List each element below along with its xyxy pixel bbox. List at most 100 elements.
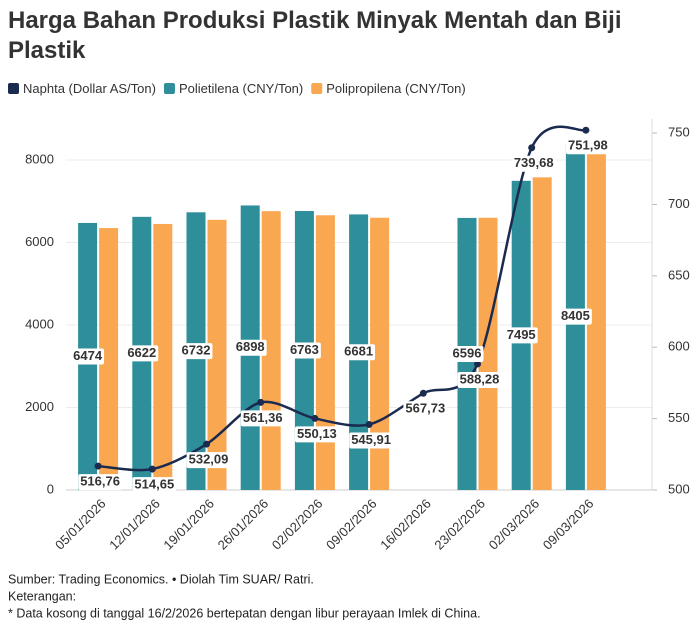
bar-value-label-bg — [504, 327, 538, 344]
legend-swatch — [163, 83, 175, 94]
x-tick-label: 09/02/2026 — [323, 496, 380, 553]
line-value-label-bg — [511, 155, 556, 172]
bar — [207, 219, 227, 490]
x-tick-label: 23/02/2026 — [431, 496, 488, 553]
line-point — [257, 398, 265, 406]
line-value-label: 567,73 — [405, 401, 445, 416]
bar-value-label-bg — [179, 343, 213, 360]
line-value-label-group: 550,13 — [295, 426, 339, 443]
bar-value-label-bg — [558, 308, 592, 325]
x-tick-label: 16/02/2026 — [377, 496, 434, 553]
line-point — [474, 360, 481, 368]
bar-value-label-bg — [233, 339, 267, 356]
line-value-label: 545,91 — [351, 432, 391, 447]
bar-value-label: 6622 — [127, 345, 156, 360]
bar-value-label-bg — [342, 344, 376, 361]
line-value-label-group: 567,73 — [403, 401, 448, 418]
bar — [586, 145, 606, 490]
line-value-label: 532,09 — [189, 452, 229, 467]
chart-title: Harga Bahan Produksi Plastik Minyak Ment… — [8, 7, 622, 64]
x-tick-label: 09/03/2026 — [540, 496, 597, 553]
bar-value-label-bg — [287, 342, 321, 359]
legend-label: Polipropilena (CNY/Ton) — [326, 81, 465, 96]
y2-tick-label: 700 — [668, 196, 690, 211]
line-value-label-bg — [78, 474, 122, 491]
bar-value-label-bg — [125, 345, 159, 362]
x-tick-label: 05/01/2026 — [52, 496, 109, 553]
line-value-label: 516,76 — [80, 474, 120, 489]
bar-value-label: 6898 — [236, 339, 265, 354]
line-value-label: 550,13 — [297, 426, 337, 441]
y2-tick-label: 600 — [668, 339, 690, 354]
legend-swatch — [311, 83, 323, 94]
bar-value-label: 6596 — [453, 345, 482, 360]
line-value-label-bg — [349, 432, 393, 449]
line-value-label-group: 561,36 — [240, 410, 285, 427]
bar-value-label: 6681 — [344, 344, 373, 359]
x-tick-label: 02/02/2026 — [269, 496, 326, 553]
bar-value-label-group: 8405 — [558, 308, 592, 325]
y2-tick-label: 650 — [668, 267, 690, 282]
bar-value-label-group: 7495 — [504, 327, 538, 344]
bar-value-label-group: 6474 — [71, 348, 105, 365]
legend-label: Naphta (Dollar AS/Ton) — [23, 81, 156, 96]
x-tick-label: 26/01/2026 — [215, 496, 272, 553]
bar-value-label-group: 6763 — [287, 342, 321, 359]
bar — [532, 177, 552, 490]
bar-value-label: 6763 — [290, 342, 319, 357]
bar-value-label-bg — [71, 348, 105, 365]
bar — [478, 217, 498, 490]
bar-value-label: 7495 — [507, 327, 536, 342]
line-point — [528, 144, 536, 152]
bar-value-label: 8405 — [561, 308, 590, 323]
line-value-label: 739,68 — [514, 155, 554, 170]
line-value-label-group: 739,68 — [511, 155, 556, 172]
legend-swatch — [8, 83, 19, 94]
line-point — [203, 440, 210, 448]
line-value-label: 514,65 — [134, 477, 174, 492]
bar-value-label: 6474 — [73, 348, 103, 363]
bar-value-label-group: 6732 — [179, 343, 213, 360]
line-value-label-bg — [403, 401, 448, 418]
y-tick-label: 0 — [47, 481, 54, 496]
bar-value-label-group: 6898 — [233, 339, 267, 356]
line-value-label-group: 588,28 — [457, 371, 502, 388]
y2-tick-label: 500 — [668, 481, 690, 496]
line-value-label-bg — [132, 477, 177, 494]
line-value-label: 751,98 — [568, 138, 608, 153]
bar — [99, 228, 119, 490]
y2-tick-label: 550 — [668, 410, 690, 425]
line-value-label: 588,28 — [460, 371, 500, 386]
bar-value-label-group: 6681 — [342, 344, 376, 361]
line-value-label-group: 516,76 — [78, 474, 122, 491]
line-value-label-bg — [186, 452, 231, 469]
note-text: * Data kosong di tanggal 16/2/2026 berte… — [8, 606, 481, 620]
line-value-label-bg — [240, 410, 285, 427]
line-point — [148, 465, 156, 473]
line-value-label-group: 545,91 — [349, 432, 393, 449]
line-value-label-group: 751,98 — [566, 138, 610, 155]
line-value-label-group: 532,09 — [186, 452, 231, 469]
line-value-label-bg — [295, 426, 339, 443]
note-heading: Keterangan: — [8, 589, 76, 603]
x-tick-label: 12/01/2026 — [106, 496, 163, 553]
bar-value-label-bg — [450, 345, 484, 362]
bar-value-label-group: 6622 — [125, 345, 159, 362]
y-tick-label: 6000 — [25, 234, 54, 249]
x-tick-label: 02/03/2026 — [486, 496, 543, 553]
line-value-label-bg — [566, 138, 610, 155]
y-tick-label: 2000 — [25, 399, 54, 414]
source-note: Sumber: Trading Economics. • Diolah Tim … — [8, 572, 314, 586]
line-point — [582, 126, 590, 134]
bar — [153, 223, 173, 490]
line-value-label-group: 514,65 — [132, 477, 177, 494]
x-tick-label: 19/01/2026 — [160, 496, 217, 553]
line-point — [419, 389, 427, 397]
line-point — [94, 462, 102, 470]
line-point — [365, 420, 373, 428]
line-point — [311, 414, 319, 422]
legend-label: Polietilena (CNY/Ton) — [179, 81, 303, 96]
y-tick-label: 4000 — [25, 316, 54, 331]
line-value-label: 561,36 — [243, 410, 283, 425]
y2-tick-label: 750 — [668, 124, 690, 139]
